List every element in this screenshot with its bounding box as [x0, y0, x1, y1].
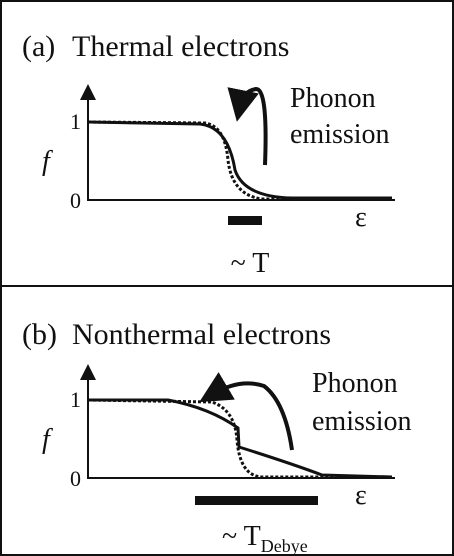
y-axis-label: f — [42, 146, 53, 177]
arrow — [227, 87, 268, 166]
panel-a: (a) Thermal electrons Phonon emission f … — [22, 30, 395, 279]
panel-b: (b) Nonthermal electrons Phonon emission… — [22, 318, 412, 556]
y-tick-label: 1 — [70, 387, 81, 412]
panel-label: (b) — [22, 318, 57, 351]
scale-text: ~ T — [222, 521, 261, 552]
scale-subscript: Debye — [261, 536, 308, 556]
solid-curve — [88, 398, 393, 479]
panel-label: (a) — [22, 30, 55, 63]
y-tick-label: 0 — [70, 466, 81, 491]
y-tick-label: 0 — [70, 188, 81, 213]
panel-title: Nonthermal electrons — [72, 318, 331, 351]
scale-bar — [195, 496, 318, 505]
annotation: Phonon — [290, 83, 376, 114]
dotted-curve — [87, 398, 392, 479]
x-axis-label: ε — [355, 202, 367, 233]
scale-bar — [228, 216, 262, 225]
scale-label: ~ T — [231, 248, 270, 279]
panel-title: Thermal electrons — [72, 30, 289, 63]
x-axis-label: ε — [355, 480, 367, 511]
annotation: emission — [290, 119, 390, 150]
annotation: Phonon — [312, 368, 398, 399]
arrow — [199, 372, 294, 451]
y-axis-label: f — [42, 424, 53, 455]
annotation: emission — [312, 406, 412, 437]
scale-label: ~ TDebye — [222, 521, 308, 556]
y-tick-label: 1 — [70, 109, 81, 134]
solid-curve — [87, 120, 392, 200]
